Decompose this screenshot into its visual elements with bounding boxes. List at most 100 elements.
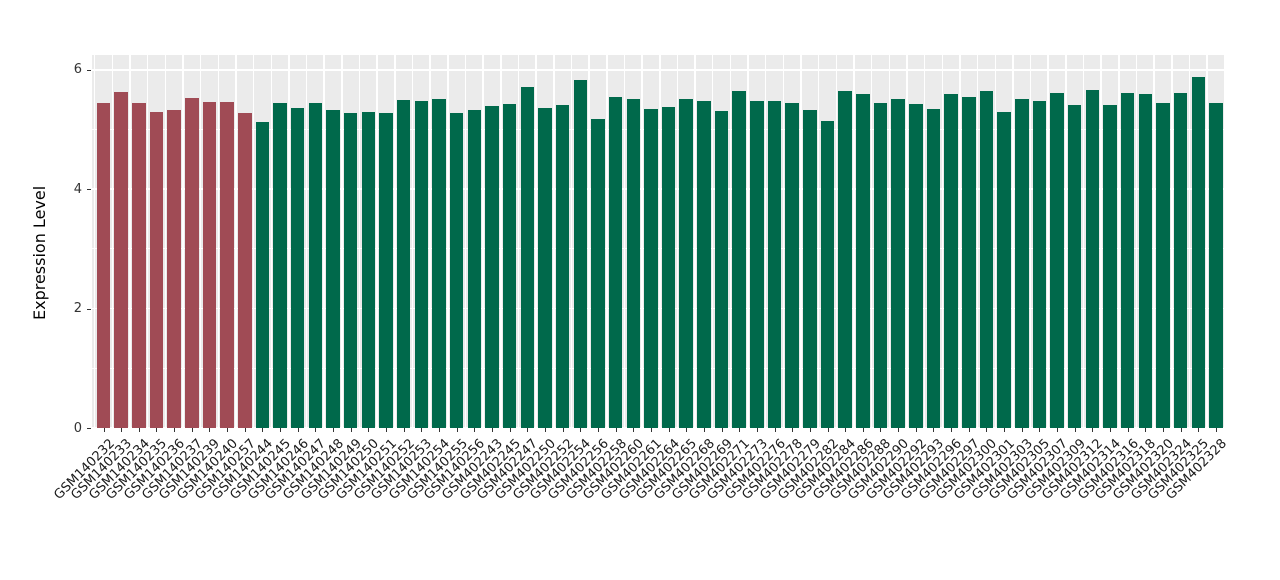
bar [1015, 98, 1029, 428]
minor-gridline [92, 367, 1224, 369]
x-tick-mark [562, 428, 564, 432]
vertical-gridline [164, 55, 167, 428]
bar [573, 80, 588, 428]
x-tick-mark [1180, 428, 1182, 432]
vertical-gridline [1012, 55, 1014, 428]
x-tick-mark [597, 428, 599, 432]
x-tick-mark [739, 428, 741, 432]
bar [114, 92, 128, 428]
vertical-gridline [817, 55, 820, 428]
vertical-gridline [535, 55, 537, 428]
vertical-gridline [1153, 55, 1155, 428]
major-gridline [92, 427, 1224, 429]
x-tick-mark [368, 428, 370, 432]
vertical-gridline [606, 55, 608, 428]
bar [697, 100, 711, 428]
x-tick-mark [474, 428, 476, 432]
bar [909, 103, 923, 428]
bar [1103, 104, 1117, 428]
bar [414, 100, 429, 428]
x-tick-mark [1216, 428, 1217, 432]
vertical-gridline [517, 55, 520, 428]
minor-gridline [92, 129, 1224, 131]
y-tick-mark [87, 428, 91, 429]
bar [132, 102, 146, 428]
bar [626, 98, 640, 428]
vertical-gridline [500, 55, 502, 428]
x-tick-mark [262, 428, 264, 432]
bar [838, 90, 852, 428]
vertical-gridline [482, 55, 484, 428]
x-tick-mark [1127, 428, 1129, 432]
bar [502, 103, 517, 428]
vertical-gridline [853, 55, 855, 428]
bar [856, 93, 870, 428]
x-tick-mark [580, 428, 582, 432]
x-tick-mark [121, 428, 123, 432]
x-tick-mark [456, 428, 458, 432]
x-tick-mark [827, 428, 829, 432]
bar [661, 106, 676, 428]
y-tick-mark [87, 69, 91, 71]
bar [785, 102, 799, 428]
x-tick-mark [280, 428, 282, 432]
vertical-gridline [1171, 55, 1173, 428]
bar [379, 112, 393, 428]
bar [361, 111, 376, 428]
bar [485, 105, 499, 428]
vertical-gridline [782, 55, 785, 428]
vertical-gridline [711, 55, 714, 428]
x-tick-mark [686, 428, 688, 432]
bar [679, 98, 693, 428]
vertical-gridline [447, 55, 449, 428]
x-tick-mark [845, 428, 847, 432]
vertical-gridline [288, 55, 290, 428]
x-tick-mark [403, 428, 405, 432]
x-tick-mark [191, 428, 193, 432]
vertical-gridline [270, 55, 272, 428]
x-tick-mark [898, 428, 900, 432]
bar [608, 96, 623, 428]
vertical-gridline [305, 55, 308, 428]
y-axis-title: Expression Level [30, 185, 49, 320]
vertical-gridline [1047, 55, 1049, 428]
bar [891, 98, 905, 428]
vertical-gridline [1135, 55, 1138, 428]
bar [1173, 93, 1188, 428]
vertical-gridline [959, 55, 961, 428]
vertical-gridline [235, 55, 237, 428]
x-tick-mark [880, 428, 882, 432]
x-tick-mark [527, 428, 529, 432]
x-tick-mark [933, 428, 935, 432]
vertical-gridline [199, 55, 202, 428]
x-tick-mark [615, 428, 617, 432]
vertical-gridline [411, 55, 414, 428]
vertical-gridline [1029, 55, 1032, 428]
vertical-gridline [994, 55, 997, 428]
x-tick-mark [439, 428, 441, 432]
major-gridline [92, 188, 1224, 191]
vertical-gridline [623, 55, 626, 428]
x-tick-mark [703, 428, 705, 432]
bar [1085, 90, 1100, 428]
x-tick-mark [1110, 428, 1112, 432]
vertical-gridline [252, 55, 255, 428]
vertical-gridline [659, 55, 661, 428]
bar [591, 118, 605, 428]
bar [343, 112, 358, 428]
x-tick-mark [227, 428, 229, 432]
vertical-gridline [217, 55, 220, 428]
y-axis-tick-label: 0 [73, 420, 82, 436]
x-tick-mark [1021, 428, 1023, 432]
bar [96, 102, 111, 428]
bar [467, 109, 482, 428]
vertical-gridline [553, 55, 555, 428]
vertical-gridline [835, 55, 838, 428]
x-tick-mark [350, 428, 352, 432]
x-tick-mark [509, 428, 511, 432]
x-tick-mark [986, 428, 988, 432]
x-tick-mark [1145, 428, 1147, 432]
x-tick-mark [333, 428, 335, 432]
bar [926, 108, 941, 428]
x-tick-mark [103, 428, 105, 432]
